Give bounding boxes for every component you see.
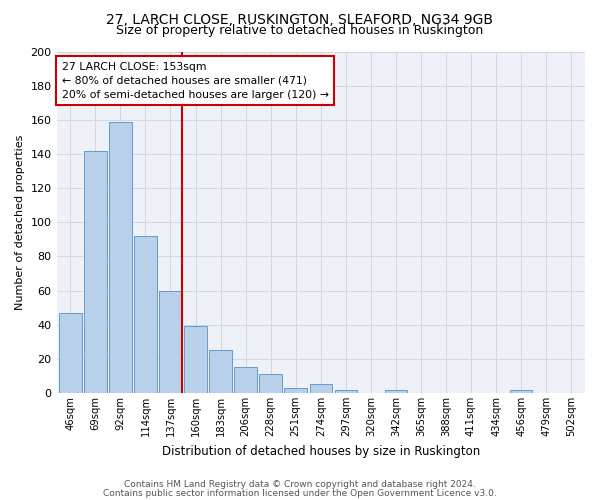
Y-axis label: Number of detached properties: Number of detached properties (15, 134, 25, 310)
Bar (209, 350, 232, 393)
Text: 27 LARCH CLOSE: 153sqm
← 80% of detached houses are smaller (471)
20% of semi-de: 27 LARCH CLOSE: 153sqm ← 80% of detached… (62, 62, 329, 100)
Bar (310, 384, 332, 393)
Bar (59, 313, 82, 393)
Text: Contains HM Land Registry data © Crown copyright and database right 2024.: Contains HM Land Registry data © Crown c… (124, 480, 476, 489)
X-axis label: Distribution of detached houses by size in Ruskington: Distribution of detached houses by size … (161, 444, 480, 458)
Bar (284, 388, 307, 393)
Bar (159, 290, 182, 393)
Text: Contains public sector information licensed under the Open Government Licence v3: Contains public sector information licen… (103, 488, 497, 498)
Bar (259, 374, 282, 393)
Bar (84, 150, 107, 393)
Bar (335, 390, 357, 393)
Bar (235, 368, 257, 393)
Bar (109, 122, 131, 393)
Bar (134, 236, 157, 393)
Text: Size of property relative to detached houses in Ruskington: Size of property relative to detached ho… (116, 24, 484, 37)
Bar (510, 390, 532, 393)
Bar (385, 390, 407, 393)
Text: 27, LARCH CLOSE, RUSKINGTON, SLEAFORD, NG34 9GB: 27, LARCH CLOSE, RUSKINGTON, SLEAFORD, N… (107, 12, 493, 26)
Bar (184, 326, 207, 393)
